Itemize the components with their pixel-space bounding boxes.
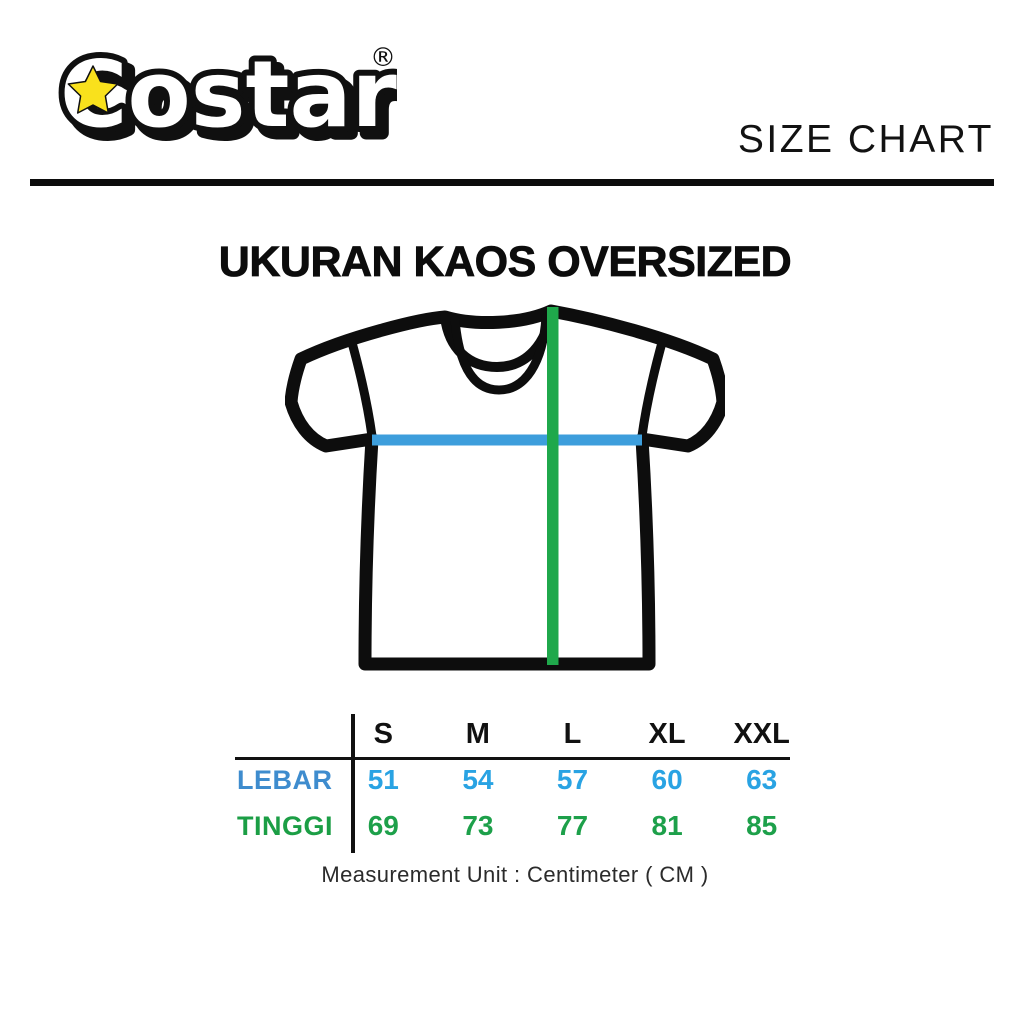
tshirt-graphic (284, 304, 730, 671)
costar-logo-graphic: Costar Costar ® (54, 35, 411, 162)
registered-mark: ® (370, 43, 396, 73)
lebar-value-l: 57 (556, 764, 589, 795)
logo-text-shadow: Costar (67, 48, 397, 154)
section-title: UKURAN KAOS OVERSIZED (218, 238, 792, 287)
tshirt-diagram (284, 295, 730, 685)
lebar-value-m: 54 (462, 764, 494, 795)
table-col-header-s: S (373, 718, 393, 750)
tshirt-outline (284, 304, 730, 671)
table-col-header-m: M (465, 718, 490, 750)
tinggi-value-l: 77 (556, 810, 589, 841)
collar-inner-arc (450, 312, 551, 395)
right-armhole-seam (637, 334, 668, 441)
tinggi-value-xl: 81 (651, 810, 683, 841)
table-row-label-tinggi: TINGGI (237, 810, 333, 841)
size-table: S M L XL XXL LEBAR 51 54 57 60 63 TINGGI… (235, 712, 809, 854)
costar-logo: Costar Costar ® (52, 34, 411, 162)
star-icon (67, 65, 119, 114)
lebar-value-xxl: 63 (746, 764, 778, 795)
tinggi-value-xxl: 85 (746, 810, 778, 841)
unit-note: Measurement Unit : Centimeter ( CM ) (321, 862, 709, 887)
table-row-tinggi: TINGGI 69 73 77 81 85 (235, 803, 809, 849)
tinggi-value-m: 73 (462, 810, 494, 841)
table-vertical-rule (351, 714, 355, 853)
size-chart-label: SIZE CHART (737, 118, 994, 161)
header-divider (30, 179, 994, 186)
table-horizontal-rule (235, 757, 790, 760)
logo-text: Costar (60, 41, 397, 148)
table-row-label-lebar: LEBAR (237, 764, 333, 795)
width-measure-line (372, 434, 642, 446)
tinggi-value-s: 69 (367, 810, 399, 841)
lebar-value-xl: 60 (651, 764, 683, 795)
table-row-lebar: LEBAR 51 54 57 60 63 (235, 757, 809, 803)
table-col-header-xxl: XXL (733, 718, 790, 750)
left-armhole-seam (346, 334, 377, 441)
table-header-row: S M L XL XXL (235, 712, 809, 757)
table-col-header-xl: XL (648, 718, 686, 750)
table-col-header-l: L (563, 718, 582, 750)
lebar-value-s: 51 (367, 764, 399, 795)
height-measure-line (547, 307, 559, 665)
